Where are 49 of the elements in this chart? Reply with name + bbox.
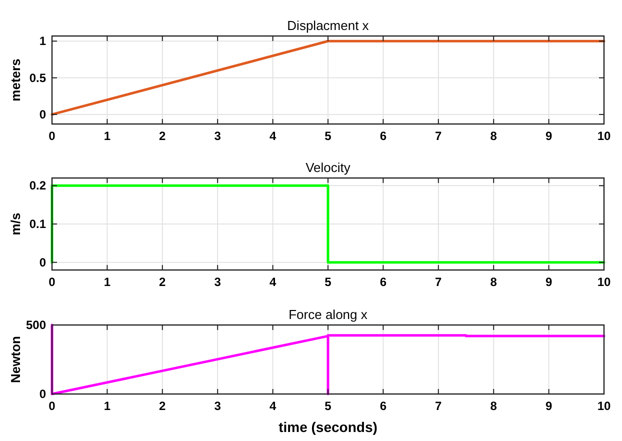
x-tick-label: 2 [159,129,166,143]
x-tick-label: 8 [490,129,498,143]
x-tick-label: 7 [435,399,442,413]
y-axis-title: meters [8,58,23,102]
y-tick-label: 500 [26,318,46,332]
x-tick-label: 7 [435,129,442,143]
chart-title: Force along x [288,307,368,322]
x-tick-label: 10 [597,275,611,289]
x-tick-label: 6 [380,129,387,143]
x-tick-label: 6 [380,275,387,289]
x-tick-label: 5 [324,129,332,143]
x-tick-label: 3 [214,399,222,413]
y-tick-label: 0.5 [29,70,46,85]
x-tick-label: 10 [597,129,611,143]
x-tick-label: 3 [214,129,222,143]
x-tick-label: 1 [104,275,111,289]
y-axis-title: Newton [8,336,23,383]
x-tick-label: 1 [104,129,111,143]
x-tick-label: 7 [435,275,442,289]
x-tick-label: 8 [490,399,498,413]
x-tick-label: 0 [48,399,56,413]
x-axis-title: time (seconds) [278,419,378,435]
x-tick-label: 2 [159,275,166,289]
x-tick-label: 0 [48,129,56,143]
y-axis-title: m/s [8,212,23,236]
y-tick-label: 0.1 [29,217,46,231]
chart-title: Velocity [306,160,351,175]
x-tick-label: 5 [324,275,332,289]
x-tick-label: 9 [545,129,552,143]
x-tick-label: 8 [490,275,498,289]
y-tick-label: 0 [39,255,46,270]
x-tick-label: 3 [214,275,222,289]
x-tick-label: 4 [269,129,276,143]
x-tick-label: 10 [597,399,611,413]
y-tick-label: 1 [39,34,46,48]
x-tick-label: 0 [48,275,56,289]
chart-title: Displacment x [287,18,370,33]
x-tick-label: 4 [269,399,276,413]
x-tick-label: 9 [545,275,552,289]
x-tick-label: 2 [159,399,166,413]
line-series [50,324,606,396]
y-tick-label: 0 [39,387,46,401]
y-tick-label: 0 [39,107,46,122]
x-tick-label: 1 [104,399,111,413]
x-tick-label: 9 [545,399,552,413]
x-tick-label: 4 [269,275,276,289]
x-tick-label: 6 [380,399,387,413]
x-tick-label: 5 [324,399,332,413]
y-tick-label: 0.2 [29,178,46,193]
